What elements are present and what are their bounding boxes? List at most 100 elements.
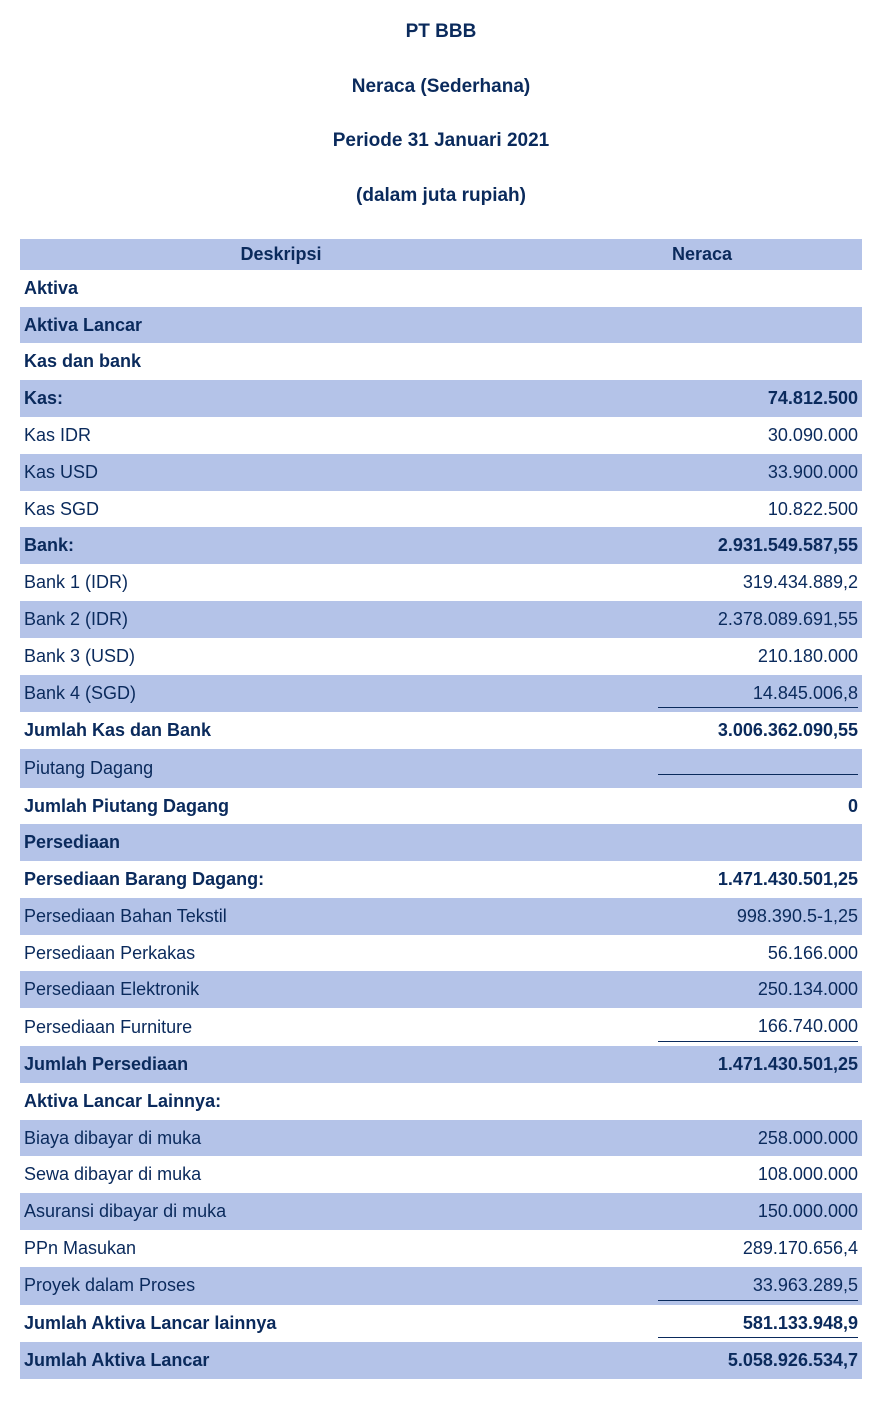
row-description: Bank: <box>20 527 542 564</box>
row-value: 108.000.000 <box>542 1156 862 1193</box>
row-value: 998.390.5-1,25 <box>542 898 862 935</box>
row-description: Jumlah Aktiva Lancar lainnya <box>20 1305 542 1343</box>
row-value: 56.166.000 <box>542 935 862 972</box>
row-value: 5.058.926.534,7 <box>542 1342 862 1379</box>
table-row: Aktiva Lancar Lainnya: <box>20 1083 862 1120</box>
row-value: 0 <box>542 788 862 825</box>
row-value: 2.378.089.691,55 <box>542 601 862 638</box>
row-description: Sewa dibayar di muka <box>20 1156 542 1193</box>
row-value: 258.000.000 <box>542 1120 862 1157</box>
table-row: Biaya dibayar di muka258.000.000 <box>20 1120 862 1157</box>
row-description: Aktiva <box>20 270 542 307</box>
row-description: Asuransi dibayar di muka <box>20 1193 542 1230</box>
row-value: 289.170.656,4 <box>542 1230 862 1267</box>
table-row: Jumlah Kas dan Bank3.006.362.090,55 <box>20 712 862 749</box>
row-description: Jumlah Persediaan <box>20 1046 542 1083</box>
table-row: Asuransi dibayar di muka150.000.000 <box>20 1193 862 1230</box>
row-description: Kas dan bank <box>20 343 542 380</box>
table-row: Persediaan Barang Dagang:1.471.430.501,2… <box>20 861 862 898</box>
table-row: Kas IDR30.090.000 <box>20 417 862 454</box>
row-value <box>542 824 862 861</box>
table-row: Aktiva Lancar <box>20 307 862 344</box>
row-value: 250.134.000 <box>542 971 862 1008</box>
table-row: Kas:74.812.500 <box>20 380 862 417</box>
row-description: Biaya dibayar di muka <box>20 1120 542 1157</box>
table-row: Persediaan Elektronik250.134.000 <box>20 971 862 1008</box>
table-row: Bank:2.931.549.587,55 <box>20 527 862 564</box>
table-row: Persediaan <box>20 824 862 861</box>
row-value: 2.931.549.587,55 <box>542 527 862 564</box>
row-description: Bank 1 (IDR) <box>20 564 542 601</box>
row-value <box>542 270 862 307</box>
row-value: 210.180.000 <box>542 638 862 675</box>
row-value: 150.000.000 <box>542 1193 862 1230</box>
row-value <box>542 343 862 380</box>
row-value: 319.434.889,2 <box>542 564 862 601</box>
row-value: 581.133.948,9 <box>542 1305 862 1343</box>
company-name: PT BBB <box>20 20 862 45</box>
row-description: Aktiva Lancar <box>20 307 542 344</box>
table-body: AktivaAktiva LancarKas dan bankKas:74.81… <box>20 270 862 1380</box>
row-value: 30.090.000 <box>542 417 862 454</box>
table-row: PPn Masukan289.170.656,4 <box>20 1230 862 1267</box>
row-description: Jumlah Kas dan Bank <box>20 712 542 749</box>
row-value: 74.812.500 <box>542 380 862 417</box>
report-period: Periode 31 Januari 2021 <box>20 129 862 154</box>
table-header-row: Deskripsi Neraca <box>20 239 862 270</box>
row-value: 33.963.289,5 <box>542 1267 862 1305</box>
row-description: Persediaan <box>20 824 542 861</box>
row-description: Persediaan Elektronik <box>20 971 542 1008</box>
row-description: Piutang Dagang <box>20 749 542 787</box>
table-row: Persediaan Furniture 166.740.000 <box>20 1008 862 1046</box>
row-value: 1.471.430.501,25 <box>542 861 862 898</box>
row-description: PPn Masukan <box>20 1230 542 1267</box>
table-row: Kas dan bank <box>20 343 862 380</box>
value-underlined: 166.740.000 <box>658 1012 858 1042</box>
table-row: Piutang Dagang <box>20 749 862 787</box>
table-row: Jumlah Aktiva Lancar lainnya581.133.948,… <box>20 1305 862 1343</box>
row-description: Persediaan Furniture <box>20 1008 542 1046</box>
row-value: 33.900.000 <box>542 454 862 491</box>
row-description: Bank 3 (USD) <box>20 638 542 675</box>
table-row: Bank 2 (IDR)2.378.089.691,55 <box>20 601 862 638</box>
report-header: PT BBB Neraca (Sederhana) Periode 31 Jan… <box>20 20 862 209</box>
table-row: Jumlah Aktiva Lancar5.058.926.534,7 <box>20 1342 862 1379</box>
row-description: Persediaan Bahan Tekstil <box>20 898 542 935</box>
row-description: Bank 2 (IDR) <box>20 601 542 638</box>
table-row: Persediaan Perkakas56.166.000 <box>20 935 862 972</box>
table-row: Proyek dalam Proses 33.963.289,5 <box>20 1267 862 1305</box>
row-description: Persediaan Perkakas <box>20 935 542 972</box>
table-row: Bank 4 (SGD) 14.845.006,8 <box>20 675 862 713</box>
table-row: Kas SGD10.822.500 <box>20 491 862 528</box>
report-unit: (dalam juta rupiah) <box>20 184 862 209</box>
row-value <box>542 307 862 344</box>
row-description: Jumlah Piutang Dagang <box>20 788 542 825</box>
row-description: Kas IDR <box>20 417 542 454</box>
table-row: Kas USD33.900.000 <box>20 454 862 491</box>
row-value: 166.740.000 <box>542 1008 862 1046</box>
table-row: Jumlah Piutang Dagang0 <box>20 788 862 825</box>
row-description: Proyek dalam Proses <box>20 1267 542 1305</box>
row-description: Persediaan Barang Dagang: <box>20 861 542 898</box>
table-row: Sewa dibayar di muka108.000.000 <box>20 1156 862 1193</box>
report-title: Neraca (Sederhana) <box>20 75 862 100</box>
table-row: Persediaan Bahan Tekstil998.390.5-1,25 <box>20 898 862 935</box>
balance-sheet-table: Deskripsi Neraca AktivaAktiva LancarKas … <box>20 239 862 1380</box>
value-underlined: 14.845.006,8 <box>658 679 858 709</box>
row-description: Kas: <box>20 380 542 417</box>
row-description: Aktiva Lancar Lainnya: <box>20 1083 542 1120</box>
blank-underline <box>658 753 858 775</box>
row-value: 1.471.430.501,25 <box>542 1046 862 1083</box>
table-row: Aktiva <box>20 270 862 307</box>
table-row: Bank 3 (USD)210.180.000 <box>20 638 862 675</box>
row-value <box>542 1083 862 1120</box>
col-header-balance: Neraca <box>542 239 862 270</box>
row-value: 10.822.500 <box>542 491 862 528</box>
row-description: Bank 4 (SGD) <box>20 675 542 713</box>
table-row: Bank 1 (IDR)319.434.889,2 <box>20 564 862 601</box>
value-underlined: 33.963.289,5 <box>658 1271 858 1301</box>
row-description: Kas USD <box>20 454 542 491</box>
row-description: Jumlah Aktiva Lancar <box>20 1342 542 1379</box>
table-row: Jumlah Persediaan1.471.430.501,25 <box>20 1046 862 1083</box>
row-value: 3.006.362.090,55 <box>542 712 862 749</box>
